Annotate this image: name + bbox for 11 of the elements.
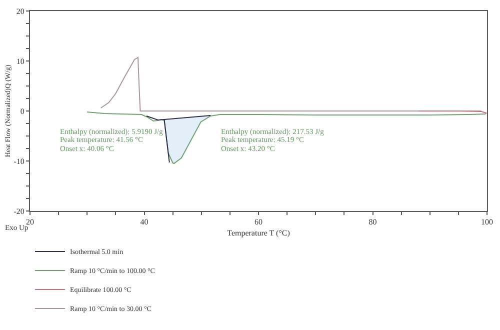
x-tick-label: 40 [140,218,148,227]
x-tick-label: 80 [368,218,377,227]
x-tick-label: 20 [26,218,34,227]
x-axis-title: Temperature T (°C) [227,228,290,238]
x-tick-label: 60 [254,218,262,227]
y-tick-label: -10 [14,156,24,166]
x-tick-label: 100 [481,218,493,227]
y-tick-label: 0 [20,106,24,116]
y-tick-label: -20 [14,206,24,216]
y-tick-label: 10 [16,56,24,66]
y-tick-label: 20 [16,6,24,16]
